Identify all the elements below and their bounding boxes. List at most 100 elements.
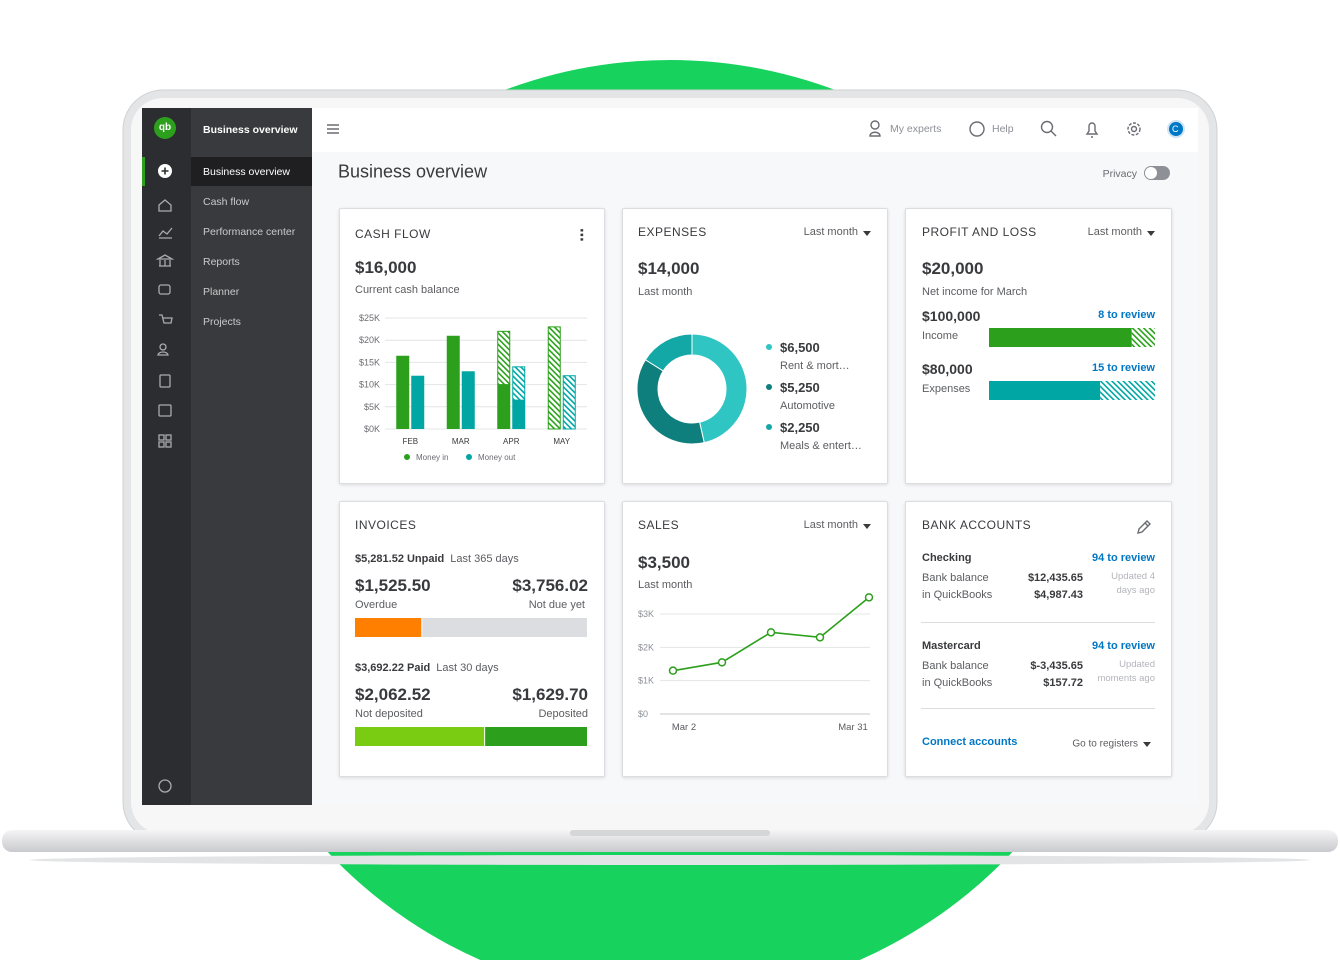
point <box>668 666 678 675</box>
bank-balance: $-3,435.65 <box>1030 660 1083 672</box>
x-tick-label: MAY <box>553 437 570 446</box>
menu-item[interactable]: Cash flow <box>203 196 250 208</box>
summary-period: Last 365 days <box>450 553 519 565</box>
logo[interactable]: qb <box>154 117 176 139</box>
donut-segment <box>691 333 748 444</box>
bank-icon[interactable] <box>155 254 175 267</box>
period-dropdown[interactable]: Last month <box>803 519 858 531</box>
bell-icon[interactable] <box>1085 122 1099 138</box>
card-amount: $14,000 <box>638 259 700 278</box>
bank-balance: $12,435.65 <box>1027 572 1083 584</box>
experts-icon[interactable] <box>870 120 880 130</box>
review-link[interactable]: 94 to review <box>1092 640 1155 652</box>
sales-card <box>622 501 888 777</box>
dropdown-caret[interactable] <box>1147 231 1155 240</box>
dropdown-caret[interactable] <box>863 231 871 240</box>
review-link[interactable]: 15 to review <box>1092 362 1155 374</box>
x-tick-label: MAR <box>452 437 470 446</box>
updated-note: Updated moments ago <box>1097 659 1155 684</box>
projected-bar <box>512 366 526 401</box>
x-tick-label: Mar 2 <box>672 722 696 733</box>
x-tick-label: Mar 31 <box>838 722 868 733</box>
dropdown-caret[interactable] <box>863 524 871 533</box>
invoice-caption: Not deposited <box>355 708 423 720</box>
menu-item[interactable]: Projects <box>203 316 241 328</box>
projected-bar <box>547 326 561 430</box>
privacy-toggle[interactable] <box>1144 166 1170 180</box>
icon-rail <box>142 108 191 805</box>
card-caption: Net income for March <box>922 286 1028 298</box>
period-dropdown[interactable]: Last month <box>1087 226 1142 238</box>
card-caption: Last month <box>638 286 693 298</box>
invoice-amount: $1,525.50 <box>355 576 431 595</box>
registers-dropdown[interactable]: Go to registers <box>1072 738 1138 750</box>
row-label: Income <box>922 330 959 342</box>
tax-icon[interactable] <box>158 404 172 417</box>
point <box>717 658 727 667</box>
topbar <box>312 108 1198 152</box>
bar <box>512 400 526 429</box>
menu-toggle[interactable] <box>327 124 339 134</box>
avatar-letter[interactable]: C <box>1172 124 1179 134</box>
experts-link[interactable]: My experts <box>890 123 942 135</box>
apps-icon[interactable] <box>158 434 165 441</box>
balance-label: in QuickBooks <box>922 589 993 601</box>
search-icon[interactable] <box>1040 120 1054 134</box>
invoice-amount: $1,629.70 <box>512 685 588 704</box>
avatar[interactable] <box>1167 120 1185 138</box>
menu-item[interactable]: Planner <box>203 286 240 298</box>
page-title: Business overview <box>338 161 488 182</box>
active-menu-bg <box>191 157 312 186</box>
invoice-caption: Not due yet <box>528 599 585 611</box>
dropdown-caret[interactable] <box>1143 742 1151 751</box>
legend-label: Automotive <box>780 400 835 412</box>
help-icon[interactable] <box>969 121 985 137</box>
legend-swatch <box>766 424 772 430</box>
help-icon[interactable] <box>158 779 172 793</box>
value-label: $2,250 <box>780 420 820 435</box>
chart-icon[interactable] <box>158 227 173 239</box>
card-title: INVOICES <box>355 518 417 532</box>
y-tick-label: $15K <box>359 357 380 367</box>
account-name: Mastercard <box>922 640 981 652</box>
bar <box>446 335 460 429</box>
card-amount: $3,500 <box>638 553 690 572</box>
bank-accounts-card <box>905 501 1172 777</box>
period-dropdown[interactable]: Last month <box>803 226 858 238</box>
card-amount: $20,000 <box>922 259 984 278</box>
receipt-icon[interactable] <box>158 284 171 295</box>
donut-segment <box>644 333 693 372</box>
menu-item[interactable]: Business overview <box>203 166 290 178</box>
people-icon[interactable] <box>159 343 167 351</box>
value-label: $6,500 <box>780 340 820 355</box>
pending-bar <box>1131 328 1155 347</box>
menu-item[interactable]: Performance center <box>203 226 296 238</box>
menu-item[interactable]: Reports <box>203 256 240 268</box>
topbar-icons <box>327 120 1185 138</box>
invoice-bar <box>422 618 587 637</box>
donut-segment <box>636 359 705 445</box>
review-link[interactable]: 8 to review <box>1098 309 1155 321</box>
review-link[interactable]: 94 to review <box>1092 552 1155 564</box>
balance-label: Bank balance <box>922 660 989 672</box>
invoice-summary: $3,692.22 Paid Last 30 days <box>355 662 499 674</box>
cart-icon[interactable] <box>159 314 173 324</box>
help-link[interactable]: Help <box>992 123 1014 135</box>
edit-icon[interactable] <box>1135 518 1153 536</box>
legend-label: Money out <box>478 453 516 462</box>
settings-icon[interactable] <box>1127 122 1141 136</box>
legend-swatch <box>466 454 472 460</box>
home-icon[interactable] <box>158 199 172 212</box>
updated-note: Updated 4 days ago <box>1111 571 1155 596</box>
card-title: CASH FLOW <box>355 227 431 241</box>
legend-swatch <box>766 384 772 390</box>
y-tick-label: $5K <box>364 402 380 412</box>
x-tick-label: APR <box>503 437 520 446</box>
card-title: PROFIT AND LOSS <box>922 225 1037 239</box>
menu-panel <box>191 108 312 805</box>
connect-link[interactable]: Connect accounts <box>922 736 1018 748</box>
value-label: $5,250 <box>780 380 820 395</box>
calc-icon[interactable] <box>159 374 171 388</box>
